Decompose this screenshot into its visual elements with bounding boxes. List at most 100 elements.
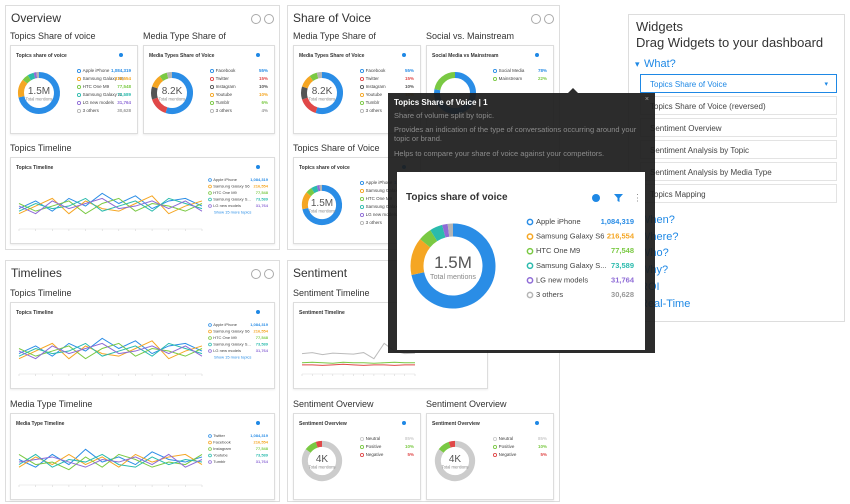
legend-dot: [209, 100, 215, 106]
widget-card: Sentiment Overview 4K Total mentions Neutra…: [426, 413, 554, 500]
section-title[interactable]: What?: [644, 58, 676, 70]
donut-segment: [159, 72, 169, 81]
legend-dot: [208, 323, 212, 327]
legend-dot: [76, 84, 82, 90]
legend-label: LG new models: [83, 100, 115, 105]
legend-label: Apple iPhone: [536, 217, 581, 226]
legend-value: 73,589: [256, 197, 269, 202]
donut-total: 1.5M: [311, 198, 333, 209]
legend-value: 1,084,319: [250, 433, 269, 438]
widget-item[interactable]: Sentiment Analysis by Topic: [640, 140, 837, 159]
widget-item[interactable]: Sentiment Overview: [640, 118, 837, 137]
more-link[interactable]: Show 15 more topics: [214, 355, 251, 360]
widget-item[interactable]: Sentiment Analysis by Media Type: [640, 162, 837, 181]
widget-card: Topics Timeline Apple iPhone 1,084,319 Sams…: [10, 157, 275, 244]
legend-dot: [209, 108, 215, 114]
filter-icon[interactable]: [614, 194, 623, 202]
legend-dot: [359, 220, 365, 226]
legend-label: Samsung Galaxy S6: [213, 329, 250, 334]
legend-label: Samsung Galaxy S6: [366, 188, 408, 193]
donut-total-label: Total mentions: [309, 97, 336, 102]
donut-segment: [438, 441, 451, 453]
edit-icon[interactable]: [251, 14, 261, 24]
filter-icon[interactable]: [256, 310, 260, 314]
popup-description: Helps to compare your share of voice aga…: [394, 149, 605, 158]
donut-segment: [442, 223, 450, 238]
legend-label: Tumblr: [366, 100, 380, 105]
legend-dot: [526, 262, 534, 270]
legend-label: Apple iPhone: [213, 322, 238, 327]
widget-item[interactable]: Topics Share of Voice (reversed): [640, 96, 837, 115]
legend-label: HTC One M9: [536, 246, 580, 255]
more-icon[interactable]: ⋮: [633, 192, 642, 202]
legend-dot: [492, 452, 498, 458]
filter-icon[interactable]: [535, 53, 539, 57]
legend-label: LG new models: [536, 275, 588, 284]
card-heading: Media Type Share of: [143, 31, 226, 41]
legend-value: 216,554: [607, 232, 635, 241]
filter-icon[interactable]: [256, 165, 260, 169]
donut-segment: [448, 440, 456, 448]
donut-segment: [410, 239, 431, 276]
legend-label: Youtube: [366, 92, 383, 97]
legend-label: Samsung Galaxy S...: [536, 261, 606, 270]
legend-value: 10%: [405, 84, 414, 89]
donut-segment: [301, 440, 343, 482]
popup-pointer: [568, 88, 578, 93]
more-link[interactable]: Show 15 more topics: [214, 210, 251, 215]
legend-label: HTC One M9: [83, 84, 110, 89]
legend-label: 3 others: [83, 108, 100, 113]
edit-icon[interactable]: [251, 269, 261, 279]
donut-segment: [302, 76, 314, 89]
legend-dot: [492, 68, 498, 74]
card-title: Topics Timeline: [16, 310, 54, 316]
legend-value: 77,548: [117, 84, 131, 89]
donut-total-label: Total mentions: [442, 465, 469, 470]
legend-dot: [209, 92, 215, 98]
popup-close[interactable]: ×: [644, 96, 649, 103]
card-heading: Topics Timeline: [10, 288, 72, 298]
panel-actions: [248, 266, 274, 284]
filter-icon[interactable]: [256, 53, 260, 57]
legend-dot: [208, 440, 212, 445]
filter-icon[interactable]: [256, 421, 260, 425]
widget-sidebar: Widgets Drag Widgets to your dashboard ▾ Wh…: [628, 14, 845, 322]
filter-icon[interactable]: [119, 53, 123, 57]
close-icon[interactable]: [544, 14, 554, 24]
legend-value: 31,764: [256, 348, 269, 353]
legend-label: LG new models: [213, 203, 241, 208]
donut-segment: [306, 188, 315, 197]
chart-type-icon[interactable]: [592, 194, 600, 202]
close-icon[interactable]: [264, 14, 274, 24]
series-line: [18, 197, 203, 212]
card-title: Media Types Share of Voice: [299, 53, 365, 59]
donut-total-label: Total mentions: [430, 273, 476, 281]
filter-icon[interactable]: [402, 421, 406, 425]
card-title: Media Type Timeline: [16, 421, 65, 427]
legend-dot: [526, 247, 534, 255]
card-heading: Social vs. Mainstream: [426, 31, 515, 41]
donut-segment: [18, 79, 28, 98]
donut-total: 8.2K: [312, 86, 333, 97]
legend-value: 6%: [261, 100, 268, 105]
legend-dot: [209, 76, 215, 82]
close-icon[interactable]: [264, 269, 274, 279]
card-title: Sentiment Overview: [432, 421, 480, 427]
widget-item[interactable]: Topics Mapping: [640, 184, 837, 203]
card-heading: Topics Share of Voice: [293, 143, 380, 153]
filter-icon[interactable]: [402, 53, 406, 57]
legend-dot: [76, 92, 82, 98]
legend-dot: [208, 453, 212, 458]
legend-value: 15%: [405, 76, 414, 81]
donut-total-label: Total mentions: [159, 97, 186, 102]
legend-dot: [208, 191, 212, 195]
legend-label: Samsung Galaxy S...: [213, 197, 251, 202]
filter-icon[interactable]: [535, 421, 539, 425]
legend-label: Negative: [366, 452, 384, 457]
popup-description: Provides an indication of the type of co…: [394, 125, 637, 143]
widget-item[interactable]: Topics Share of Voice ▾: [640, 74, 837, 93]
legend-dot: [526, 233, 534, 240]
edit-icon[interactable]: [531, 14, 541, 24]
series-line: [18, 337, 203, 357]
